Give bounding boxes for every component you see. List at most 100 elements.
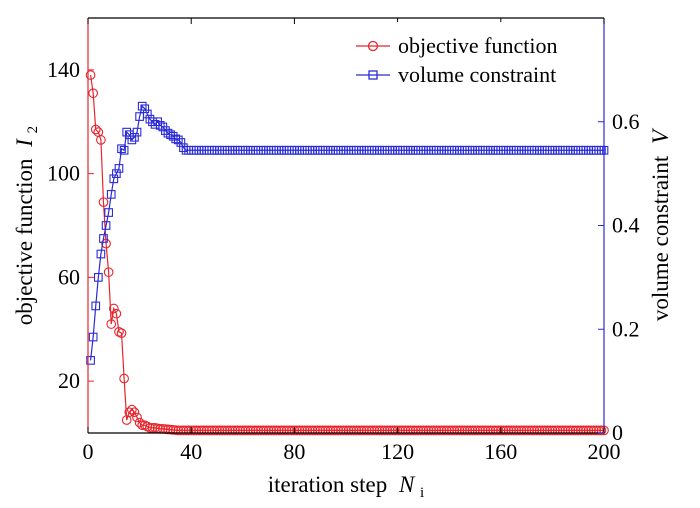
data-point xyxy=(271,425,282,436)
data-point xyxy=(225,425,235,436)
x-axis-title-text: iteration step xyxy=(268,472,387,497)
data-point xyxy=(119,145,129,155)
data-point xyxy=(86,356,95,365)
data-point xyxy=(85,70,96,80)
y-right-tick-label: 0.4 xyxy=(612,213,640,238)
data-point xyxy=(588,425,599,436)
data-point xyxy=(346,425,357,436)
data-point xyxy=(397,425,408,436)
data-point xyxy=(106,319,117,329)
data-point xyxy=(444,425,455,436)
data-point xyxy=(183,425,194,436)
data-point xyxy=(552,425,563,436)
data-point xyxy=(191,425,202,436)
axes-layer: 0 40 80 120 160 200 20 60 100 140 0 0.2 0.4 0.6 xyxy=(47,17,640,464)
data-point xyxy=(88,88,99,99)
data-point xyxy=(410,425,421,436)
data-point xyxy=(464,425,475,436)
data-point xyxy=(361,425,372,436)
data-point xyxy=(114,326,124,337)
data-point xyxy=(323,425,333,436)
data-point xyxy=(127,404,137,415)
data-point xyxy=(268,425,279,436)
data-point xyxy=(333,425,344,436)
legend-marker-objective xyxy=(367,40,379,52)
data-point xyxy=(122,127,132,137)
data-point xyxy=(279,425,289,436)
data-point xyxy=(467,425,478,436)
data-point xyxy=(297,425,307,436)
data-point xyxy=(341,425,351,436)
data-point xyxy=(477,425,488,436)
legend: objective function volume constraint xyxy=(346,22,600,94)
data-point xyxy=(593,425,604,436)
x-axis-title: iteration step N i xyxy=(268,472,424,501)
x-tick-label: 40 xyxy=(180,439,202,464)
data-point xyxy=(395,425,406,436)
data-point xyxy=(385,425,395,436)
data-point xyxy=(557,425,568,436)
data-point xyxy=(382,425,393,436)
data-point xyxy=(529,425,540,436)
data-point xyxy=(415,425,426,436)
data-point xyxy=(452,425,462,436)
y-left-axis-title-symbol: I xyxy=(12,138,37,148)
data-point xyxy=(516,425,527,436)
data-point xyxy=(101,221,111,230)
data-point xyxy=(330,425,341,436)
data-point xyxy=(248,425,258,436)
data-point xyxy=(591,425,602,436)
data-point xyxy=(583,425,594,436)
data-point xyxy=(209,425,220,436)
data-point xyxy=(130,132,139,142)
data-point xyxy=(488,425,498,436)
data-point xyxy=(532,425,542,436)
y-right-axis-title-symbol: V xyxy=(648,127,673,144)
data-point xyxy=(459,425,470,436)
data-point xyxy=(503,425,514,436)
data-point xyxy=(470,425,480,436)
data-point xyxy=(181,425,191,436)
data-point xyxy=(276,425,287,436)
data-point xyxy=(449,425,460,436)
data-point xyxy=(578,425,589,436)
data-point xyxy=(176,425,186,436)
data-point xyxy=(132,127,142,137)
data-point xyxy=(537,425,547,436)
data-point xyxy=(194,425,204,436)
data-point xyxy=(501,425,511,436)
data-point xyxy=(441,425,452,436)
data-point xyxy=(343,425,354,436)
x-tick-label: 160 xyxy=(484,439,517,464)
y-left-tick-label: 60 xyxy=(58,264,80,289)
data-point xyxy=(544,425,555,436)
data-point xyxy=(266,425,277,436)
x-axis-title-symbol: N xyxy=(398,472,416,497)
data-point xyxy=(222,425,233,436)
data-point xyxy=(514,425,524,436)
data-point xyxy=(315,425,326,436)
data-point xyxy=(526,425,537,436)
data-point xyxy=(173,425,184,436)
data-point xyxy=(112,169,121,178)
data-point xyxy=(96,249,106,259)
data-point xyxy=(90,124,101,135)
data-point xyxy=(421,425,431,436)
data-point xyxy=(258,425,269,436)
data-point xyxy=(176,138,186,147)
data-point xyxy=(253,425,264,436)
data-point xyxy=(490,425,501,436)
data-point xyxy=(519,425,529,436)
data-point xyxy=(534,425,545,436)
data-point xyxy=(196,425,207,436)
data-point xyxy=(129,407,140,418)
data-point xyxy=(274,425,284,436)
data-point xyxy=(289,425,300,436)
data-point xyxy=(379,425,390,436)
data-point xyxy=(550,425,560,436)
data-point xyxy=(498,425,509,436)
data-point xyxy=(485,425,496,436)
data-point xyxy=(392,425,403,436)
x-axis-title-subscript: i xyxy=(420,485,424,501)
data-point xyxy=(103,267,114,278)
